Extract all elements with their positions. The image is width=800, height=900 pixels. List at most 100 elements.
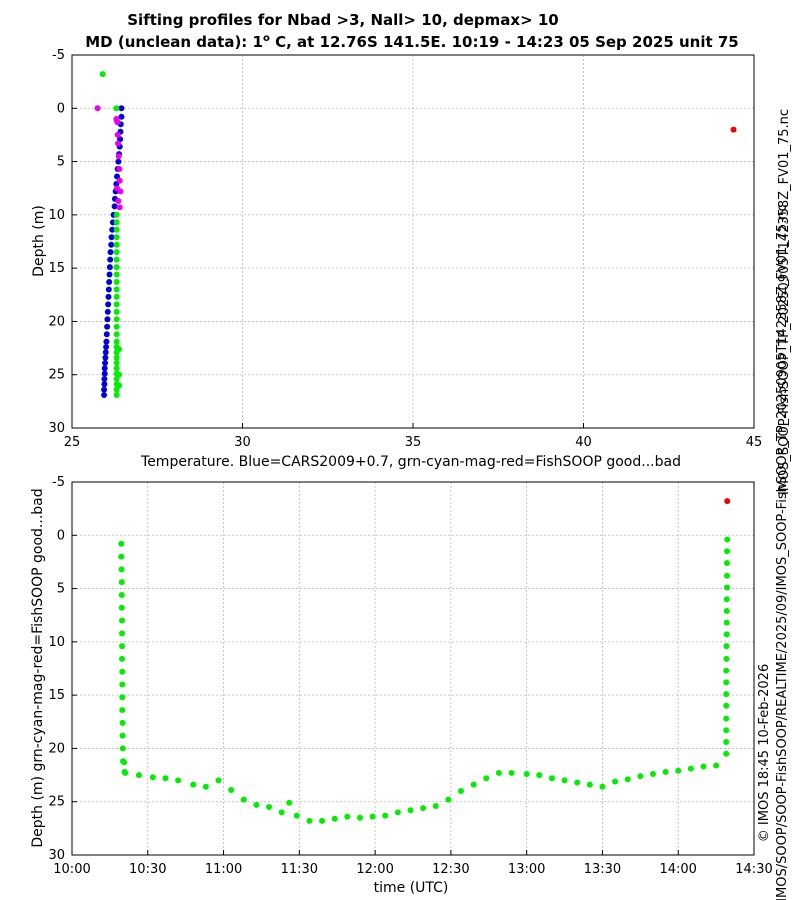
bottom-point-fishsoop-good <box>723 631 730 638</box>
top-point-fishsoop-good <box>113 359 120 366</box>
top-point-fishsoop-magenta <box>114 119 121 126</box>
bottom-point-fishsoop-good <box>723 548 730 555</box>
bottom-point-fishsoop-good <box>344 813 351 820</box>
bottom-point-fishsoop-good <box>118 591 125 598</box>
bottom-y-tick-label: 5 <box>57 582 65 597</box>
top-point-cars2009-0-7 <box>102 349 109 356</box>
bottom-y-tick-label: 0 <box>57 528 65 543</box>
top-point-fishsoop-good <box>113 391 120 398</box>
top-point-cars2009-0-7 <box>114 173 121 180</box>
top-point-cars2009-0-7 <box>102 354 109 361</box>
top-x-tick-label: 45 <box>746 435 763 450</box>
bottom-y-tick-label: 25 <box>48 795 65 810</box>
top-point-fishsoop-good <box>113 271 120 278</box>
top-point-fishsoop-good <box>113 308 120 315</box>
bottom-point-fishsoop-good <box>713 762 720 769</box>
bottom-point-fishsoop-good <box>457 788 464 795</box>
bottom-point-fishsoop-good <box>723 727 730 734</box>
bottom-point-fishsoop-good <box>119 681 126 688</box>
top-point-fishsoop-good <box>113 301 120 308</box>
top-y-tick-label: 15 <box>48 261 65 276</box>
chart-title-line2: MD (unclean data): 1o C, at 12.76S 141.5… <box>85 33 739 51</box>
top-point-fishsoop-good <box>113 264 120 271</box>
bottom-point-fishsoop-good <box>687 765 694 772</box>
top-point-cars2009-0-7 <box>106 264 113 271</box>
bottom-point-fishsoop-good <box>662 768 669 775</box>
title-line2-pre: MD (unclean data): 1 <box>85 33 263 51</box>
bottom-x-tick-label: 14:30 <box>735 862 772 877</box>
bottom-point-fishsoop-good <box>356 814 363 821</box>
top-point-cars2009-0-7 <box>118 113 125 120</box>
bottom-point-fishsoop-good <box>548 775 555 782</box>
top-point-fishsoop-good <box>113 249 120 256</box>
bottom-point-fishsoop-good <box>723 584 730 591</box>
top-point-fishsoop-magenta <box>115 153 122 160</box>
top-point-cars2009-0-7 <box>103 344 110 351</box>
bottom-point-fishsoop-good <box>331 815 338 822</box>
bottom-point-fishsoop-good <box>723 559 730 566</box>
bottom-point-fishsoop-good <box>118 553 125 560</box>
bottom-point-fishsoop-good <box>278 809 285 816</box>
bottom-point-fishsoop-good <box>135 772 142 779</box>
top-point-cars2009-0-7 <box>104 308 111 315</box>
bottom-point-fishsoop-good <box>508 769 515 776</box>
top-grid <box>72 55 754 428</box>
bottom-point-fishsoop-good <box>723 643 730 650</box>
top-point-cars2009-0-7 <box>107 256 114 263</box>
top-y-tick-label: 30 <box>48 421 65 436</box>
top-y-tick-label: 0 <box>57 101 65 116</box>
bottom-point-fishsoop-good <box>675 767 682 774</box>
bottom-point-fishsoop-good <box>612 778 619 785</box>
bottom-y-tick-label: 10 <box>48 635 65 650</box>
bottom-point-fishsoop-good <box>723 572 730 579</box>
bottom-point-fishsoop-good <box>586 781 593 788</box>
top-point-cars2009-0-7 <box>101 391 108 398</box>
bottom-point-fishsoop-good <box>561 777 568 784</box>
top-point-cars2009-0-7 <box>115 158 122 165</box>
top-point-fishsoop-good <box>113 278 120 285</box>
bottom-point-fishsoop-good <box>202 783 209 790</box>
bottom-point-fishsoop-good <box>723 655 730 662</box>
title-line2-post: C, at 12.76S 141.5E. 10:19 - 14:23 05 Se… <box>270 33 739 51</box>
source-path-label: IMOS/SOOP/SOOP-FishSOOP/REALTIME/2025/09… <box>775 204 790 900</box>
top-point-cars2009-0-7 <box>101 365 108 372</box>
bottom-x-tick-label: 11:00 <box>205 862 242 877</box>
bottom-point-fishsoop-good <box>723 750 730 757</box>
top-point-cars2009-0-7 <box>101 381 108 388</box>
bottom-point-fishsoop-good <box>240 796 247 803</box>
bottom-point-fishsoop-good <box>723 667 730 674</box>
bottom-point-fishsoop-good <box>637 773 644 780</box>
bottom-x-tick-label: 10:00 <box>53 862 90 877</box>
top-point-fishsoop-good <box>116 382 123 389</box>
top-point-fishsoop-good <box>116 371 123 378</box>
bottom-point-fishsoop-good <box>536 772 543 779</box>
bottom-point-fishsoop-good <box>118 566 125 573</box>
top-point-fishsoop-good <box>113 219 120 226</box>
bottom-point-fishsoop-good <box>724 536 731 543</box>
bottom-point-fishsoop-good <box>293 812 300 819</box>
top-y-tick-label: 20 <box>48 314 65 329</box>
bottom-point-fishsoop-good <box>649 771 656 778</box>
bottom-ticks: 10:00 10:30 11:00 11:30 12:00 12:30 13:00 13:30… <box>48 475 772 877</box>
top-point-cars2009-0-7 <box>108 241 115 248</box>
top-point-cars2009-0-7 <box>108 234 115 241</box>
top-point-fishsoop-magenta <box>116 177 123 184</box>
top-point-cars2009-0-7 <box>105 301 112 308</box>
bottom-point-fishsoop-good <box>723 607 730 614</box>
bottom-point-fishsoop-good <box>190 781 197 788</box>
bottom-point-fishsoop-good <box>723 702 730 709</box>
bottom-x-axis-label: time (UTC) <box>374 880 449 896</box>
bottom-point-fishsoop-good <box>723 715 730 722</box>
top-y-tick-label: 5 <box>57 155 65 170</box>
top-point-fishsoop-magenta <box>116 166 123 173</box>
top-point-fishsoop-good <box>113 211 120 218</box>
bottom-point-fishsoop-good <box>119 643 126 650</box>
top-point-cars2009-0-7 <box>104 316 111 323</box>
bottom-x-tick-label: 11:30 <box>281 862 318 877</box>
bottom-point-fishsoop-good <box>228 786 235 793</box>
top-point-cars2009-0-7 <box>101 386 108 393</box>
top-point-cars2009-0-7 <box>103 331 110 338</box>
